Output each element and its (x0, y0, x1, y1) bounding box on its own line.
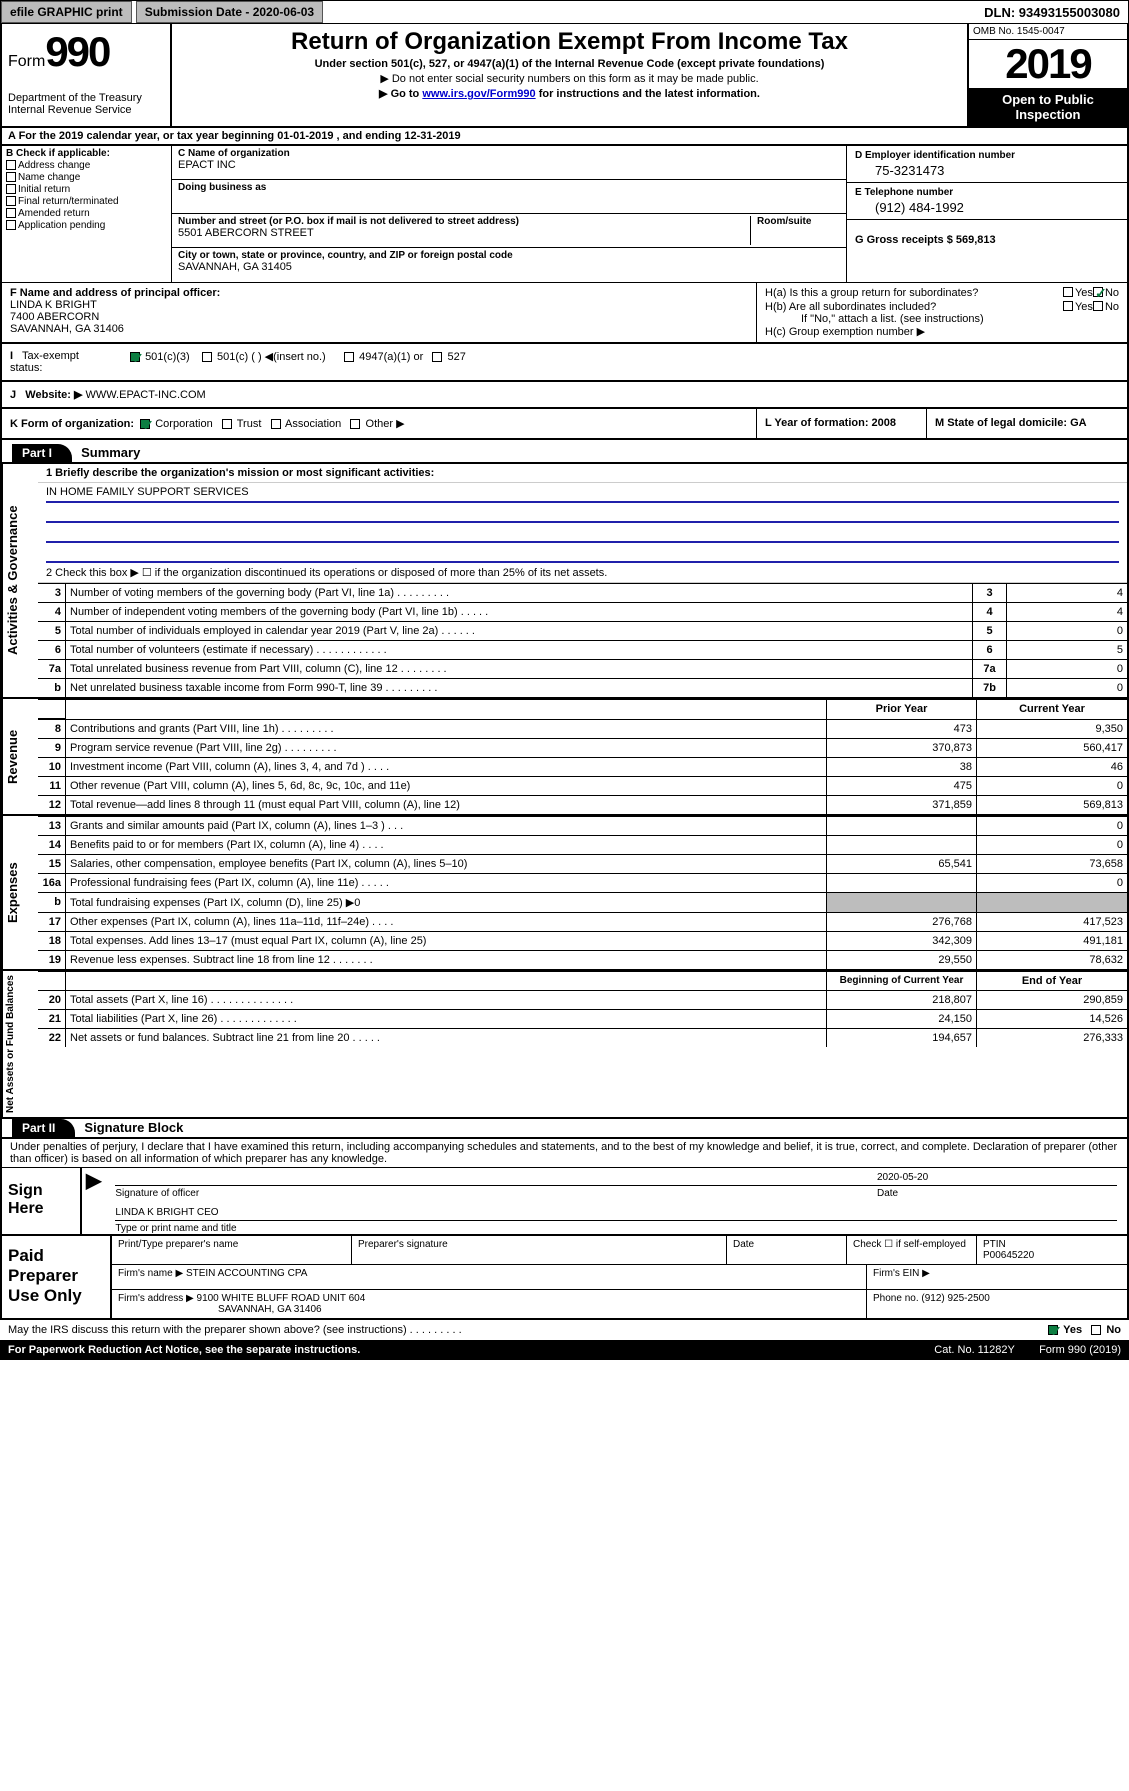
irs-link[interactable]: www.irs.gov/Form990 (422, 88, 535, 100)
vlabel-activities: Activities & Governance (2, 464, 38, 697)
bullet-2: ▶ Go to www.irs.gov/Form990 for instruct… (180, 87, 959, 100)
part2-header: Part II (12, 1119, 75, 1137)
vlabel-netassets: Net Assets or Fund Balances (2, 971, 38, 1117)
firm-name: Firm's name ▶ STEIN ACCOUNTING CPA (112, 1265, 867, 1289)
hb-no[interactable] (1093, 301, 1103, 311)
chk-amended[interactable] (6, 208, 16, 218)
firm-phone: Phone no. (912) 925-2500 (867, 1290, 1127, 1318)
firm-address: Firm's address ▶ 9100 WHITE BLUFF ROAD U… (118, 1293, 365, 1304)
main-title: Return of Organization Exempt From Incom… (180, 28, 959, 56)
year-formation: L Year of formation: 2008 (765, 417, 896, 429)
arrow-icon: ▶ (82, 1168, 105, 1234)
top-bar: efile GRAPHIC print Submission Date - 20… (0, 0, 1129, 24)
website: WWW.EPACT-INC.COM (82, 389, 205, 401)
chk-527[interactable] (432, 352, 442, 362)
discuss-yes[interactable] (1048, 1325, 1058, 1335)
open-public: Open to Public Inspection (969, 88, 1127, 126)
chk-address-change[interactable] (6, 160, 16, 170)
vlabel-expenses: Expenses (2, 816, 38, 969)
part1-title: Summary (81, 445, 140, 460)
chk-initial-return[interactable] (6, 184, 16, 194)
form-number: 990 (45, 28, 109, 75)
paid-preparer: Paid Preparer Use Only (2, 1236, 112, 1318)
chk-trust[interactable] (222, 419, 232, 429)
chk-corp[interactable] (140, 419, 150, 429)
ha-yes[interactable] (1063, 287, 1073, 297)
tax-year: 2019 (969, 40, 1127, 88)
perjury-declaration: Under penalties of perjury, I declare th… (2, 1139, 1127, 1167)
state-domicile: M State of legal domicile: GA (935, 417, 1087, 429)
chk-assoc[interactable] (271, 419, 281, 429)
dept-treasury: Department of the Treasury (8, 92, 164, 104)
ein: 75-3231473 (855, 161, 1119, 178)
omb-number: OMB No. 1545-0047 (969, 24, 1127, 40)
sign-here: Sign Here (2, 1168, 82, 1234)
mission: IN HOME FAMILY SUPPORT SERVICES (46, 483, 1119, 503)
col-B-checkboxes: B Check if applicable: Address change Na… (2, 146, 172, 282)
discuss-no[interactable] (1091, 1325, 1101, 1335)
form-header: Form990 Department of the Treasury Inter… (0, 24, 1129, 128)
row-A-period: A For the 2019 calendar year, or tax yea… (0, 128, 1129, 146)
vlabel-revenue: Revenue (2, 699, 38, 814)
form-label: Form (8, 53, 45, 70)
chk-501c[interactable] (202, 352, 212, 362)
phone: (912) 484-1992 (855, 198, 1119, 215)
part2-title: Signature Block (84, 1120, 183, 1135)
pra-notice: For Paperwork Reduction Act Notice, see … (8, 1344, 360, 1356)
part1-header: Part I (12, 444, 72, 462)
submission-date-button[interactable]: Submission Date - 2020-06-03 (136, 1, 323, 23)
part1-summary: Activities & Governance 1 Briefly descri… (0, 464, 1129, 699)
chk-4947[interactable] (344, 352, 354, 362)
efile-button[interactable]: efile GRAPHIC print (1, 1, 132, 23)
chk-final-return[interactable] (6, 196, 16, 206)
ha-no[interactable] (1093, 287, 1103, 297)
hb-yes[interactable] (1063, 301, 1073, 311)
gross-receipts: G Gross receipts $ 569,813 (855, 234, 996, 246)
chk-other[interactable] (350, 419, 360, 429)
org-name: EPACT INC (178, 159, 840, 171)
bullet-1: ▶ Do not enter social security numbers o… (180, 72, 959, 85)
org-city: SAVANNAH, GA 31405 (178, 261, 840, 273)
irs-label: Internal Revenue Service (8, 104, 164, 116)
col-D: D Employer identification number75-32314… (847, 146, 1127, 282)
col-C: C Name of organizationEPACT INC Doing bu… (172, 146, 847, 282)
officer-printed-name: LINDA K BRIGHT CEO (115, 1205, 1117, 1221)
irs-discuss: May the IRS discuss this return with the… (8, 1324, 462, 1336)
officer-name: LINDA K BRIGHT (10, 299, 97, 311)
subtitle: Under section 501(c), 527, or 4947(a)(1)… (180, 58, 959, 70)
chk-pending[interactable] (6, 220, 16, 230)
org-address: 5501 ABERCORN STREET (178, 227, 750, 239)
dln: DLN: 93493155003080 (976, 5, 1128, 20)
chk-501c3[interactable] (130, 352, 140, 362)
ptin: P00645220 (983, 1250, 1034, 1261)
chk-name-change[interactable] (6, 172, 16, 182)
